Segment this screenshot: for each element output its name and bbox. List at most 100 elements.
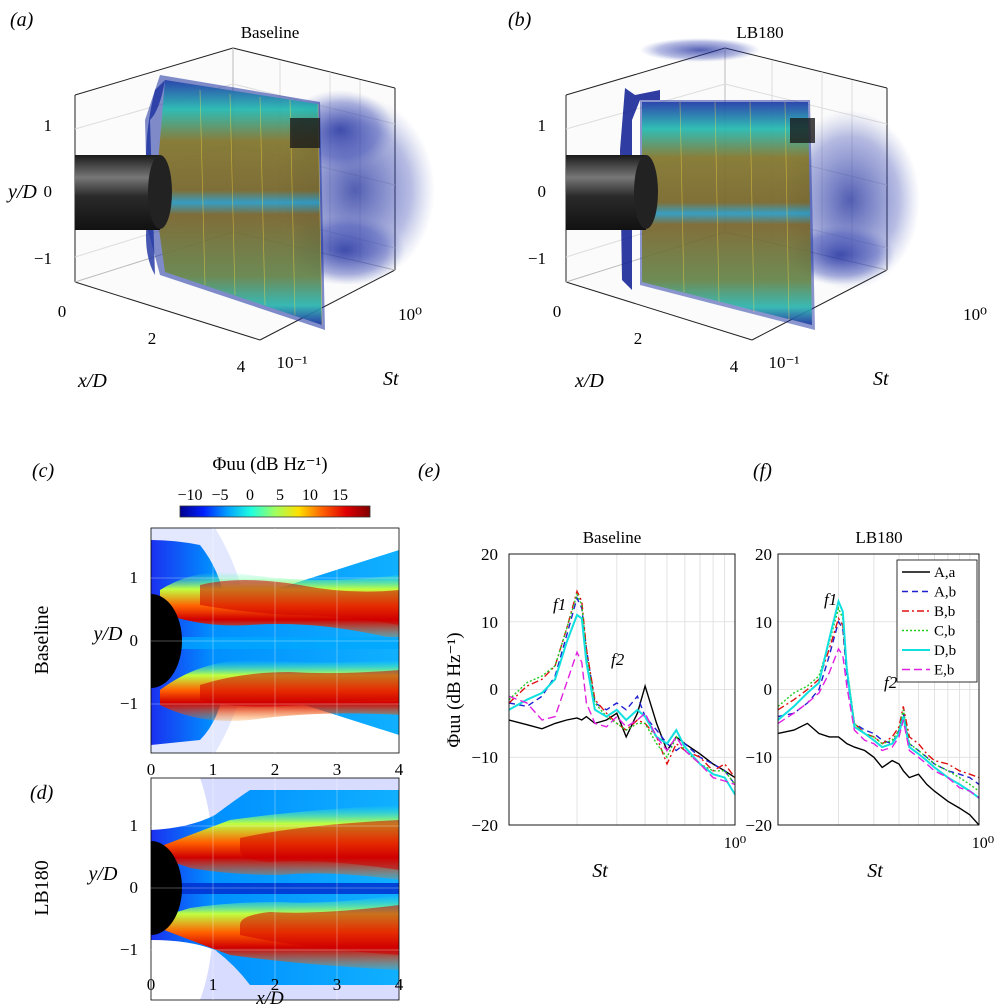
panel-f-yticks: 20 10 0 −10 −20 xyxy=(745,545,772,835)
panel-d-xtick: 1 xyxy=(209,975,218,994)
panel-e-series-C-b xyxy=(509,592,735,785)
panel-e-series-A-b xyxy=(509,595,735,785)
panel-e-label: (e) xyxy=(418,460,441,482)
legend-items: A,a A,b B,b C,b D,b E,b xyxy=(902,565,956,679)
panel-e-ytick: 0 xyxy=(490,680,499,699)
panel-f: (f) LB180 20 10 0 −10 −20 10⁰ St f1 f2 A… xyxy=(745,460,994,882)
panel-b-ticks: 1 0 −1 0 2 4 x/D 10⁻¹ 10⁰ St xyxy=(528,116,987,392)
panel-c-xtick: 2 xyxy=(271,760,280,779)
panel-f-series-C-b xyxy=(778,606,979,792)
panel-e-ytick: −20 xyxy=(471,816,498,835)
panel-a-zlabel: St xyxy=(383,368,399,390)
panel-a: (a) Baseline xyxy=(6,9,435,392)
panel-c-yticks: 1 0 −1 xyxy=(120,568,138,713)
panel-e-f2-label: f2 xyxy=(611,650,625,669)
panel-b-xtick: 2 xyxy=(634,329,643,348)
panel-a-ztick: 10⁻¹ xyxy=(276,353,307,372)
panel-b-volume xyxy=(620,38,920,330)
legend-label: D,b xyxy=(934,643,956,659)
panel-d-xtick: 0 xyxy=(147,975,156,994)
panel-e-series-B-b xyxy=(509,589,735,779)
legend-label: B,b xyxy=(934,604,955,620)
legend-label: C,b xyxy=(934,624,955,640)
panel-b-title: LB180 xyxy=(736,23,783,42)
panel-e-ylabel: Φuu (dB Hz⁻¹) xyxy=(444,632,465,747)
panel-c-xtick: 4 xyxy=(395,760,404,779)
panel-e-frame xyxy=(508,553,736,826)
panel-a-ticks: 1 0 −1 y/D 0 2 4 x/D 10⁻¹ 10⁰ St xyxy=(6,116,422,392)
panel-a-ylabel: y/D xyxy=(6,181,37,203)
panel-e: (e) Baseline 20 10 0 −10 −20 10⁰ St Φuu … xyxy=(418,460,746,882)
panel-c-ytick: −1 xyxy=(120,694,138,713)
panel-e-series-E-b xyxy=(509,650,735,786)
panel-a-xlabel: x/D xyxy=(77,370,107,392)
panel-d-yticks: 1 0 −1 xyxy=(120,816,138,959)
panel-a-ytick: 1 xyxy=(44,116,53,135)
panel-f-ytick: 20 xyxy=(755,545,772,564)
panel-f-label: (f) xyxy=(753,460,772,482)
colorbar-gradient xyxy=(179,505,371,518)
panel-b-zlabel: St xyxy=(873,368,889,390)
panel-f-series-A-b xyxy=(778,620,979,785)
panel-c-xtick: 1 xyxy=(209,760,218,779)
panel-a-label: (a) xyxy=(10,9,34,31)
panel-e-series-D-b xyxy=(509,613,735,796)
panel-b-label: (b) xyxy=(508,9,532,31)
panel-a-title: Baseline xyxy=(241,23,300,42)
legend-label: E,b xyxy=(934,663,954,679)
panel-a-xtick: 0 xyxy=(58,302,67,321)
panel-c-ylabel: y/D xyxy=(92,623,123,645)
panel-f-lines xyxy=(778,598,979,825)
panel-b-xtick: 4 xyxy=(730,357,739,376)
panel-d-ylabel: y/D xyxy=(87,863,118,885)
panel-f-f2-label: f2 xyxy=(884,673,898,692)
panel-f-ytick: −10 xyxy=(745,748,772,767)
panel-e-f1-label: f1 xyxy=(553,595,566,614)
panel-b-ztick: 10⁰ xyxy=(963,305,987,324)
panel-b-cylinder xyxy=(566,118,815,230)
panel-a-ytick: 0 xyxy=(44,182,53,201)
panel-e-series-A-a xyxy=(509,683,735,779)
colorbar-tick-label: 10 xyxy=(302,487,318,504)
panel-b-xtick: 0 xyxy=(553,302,562,321)
panel-c-grid xyxy=(151,528,399,753)
panel-a-ytick: −1 xyxy=(34,249,52,268)
panel-d-ytick: −1 xyxy=(120,940,138,959)
panel-d-field xyxy=(151,778,399,1000)
panel-d-xtick: 3 xyxy=(333,975,342,994)
panel-f-xlabel: St xyxy=(867,860,883,882)
panel-f-frame xyxy=(777,553,980,826)
colorbar-tick-label: 15 xyxy=(332,487,348,504)
panel-f-series-A-a xyxy=(778,722,979,825)
panel-e-title: Baseline xyxy=(583,528,642,547)
panel-c-xtick: 0 xyxy=(147,760,156,779)
panel-c-ytick: 0 xyxy=(130,631,139,650)
panel-c-field xyxy=(151,528,399,753)
colorbar-tick-label: −10 xyxy=(177,487,202,504)
legend-label: A,b xyxy=(934,585,956,601)
panel-d-xlabel: x/D xyxy=(255,988,284,1008)
panel-d-xtick: 2 xyxy=(271,975,280,994)
panel-f-ytick: 10 xyxy=(755,613,772,632)
panel-e-ytick: −10 xyxy=(471,748,498,767)
panel-f-f1-label: f1 xyxy=(824,590,837,609)
legend-box xyxy=(896,559,978,683)
panel-e-ytick: 10 xyxy=(481,613,498,632)
panel-e-ytick: 20 xyxy=(481,545,498,564)
panel-c-ytick: 1 xyxy=(130,568,139,587)
colorbar: (c) Φuu (dB Hz⁻¹) −10 −5 0 5 10 15 xyxy=(32,454,371,518)
panel-d-row-title: LB180 xyxy=(31,860,53,916)
panel-d-xticks: 0 1 2 3 4 xyxy=(147,975,404,994)
panel-e-grid xyxy=(509,554,735,825)
colorbar-label: Φuu (dB Hz⁻¹) xyxy=(212,454,327,475)
panel-c: 1 0 −1 y/D Baseline 0 1 2 3 4 xyxy=(31,527,404,779)
panel-d-ytick: 0 xyxy=(130,878,139,897)
panel-f-title: LB180 xyxy=(855,528,902,547)
panel-d-ytick: 1 xyxy=(130,816,139,835)
panel-a-cylinder xyxy=(75,118,320,230)
panel-b: (b) LB180 xyxy=(508,9,987,392)
panel-e-xlabel: St xyxy=(592,860,608,882)
panel-f-xtick: 10⁰ xyxy=(972,835,994,852)
panel-e-yticks: 20 10 0 −10 −20 xyxy=(471,545,498,835)
